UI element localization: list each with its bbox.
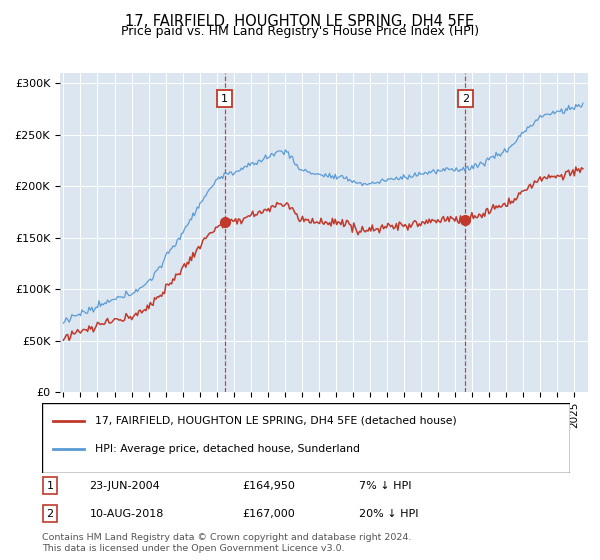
Text: 23-JUN-2004: 23-JUN-2004 [89, 480, 160, 491]
Text: HPI: Average price, detached house, Sunderland: HPI: Average price, detached house, Sund… [95, 444, 360, 454]
Text: £164,950: £164,950 [242, 480, 296, 491]
Text: Price paid vs. HM Land Registry's House Price Index (HPI): Price paid vs. HM Land Registry's House … [121, 25, 479, 38]
Text: £167,000: £167,000 [242, 508, 295, 519]
Text: 1: 1 [46, 480, 53, 491]
Text: 7% ↓ HPI: 7% ↓ HPI [359, 480, 412, 491]
Text: 17, FAIRFIELD, HOUGHTON LE SPRING, DH4 5FE (detached house): 17, FAIRFIELD, HOUGHTON LE SPRING, DH4 5… [95, 416, 457, 426]
Text: 2: 2 [46, 508, 53, 519]
Text: 1: 1 [221, 94, 228, 104]
Text: 17, FAIRFIELD, HOUGHTON LE SPRING, DH4 5FE: 17, FAIRFIELD, HOUGHTON LE SPRING, DH4 5… [125, 14, 475, 29]
FancyBboxPatch shape [42, 403, 570, 473]
Text: 20% ↓ HPI: 20% ↓ HPI [359, 508, 418, 519]
Text: 10-AUG-2018: 10-AUG-2018 [89, 508, 164, 519]
Text: Contains HM Land Registry data © Crown copyright and database right 2024.
This d: Contains HM Land Registry data © Crown c… [42, 533, 412, 553]
Text: 2: 2 [462, 94, 469, 104]
